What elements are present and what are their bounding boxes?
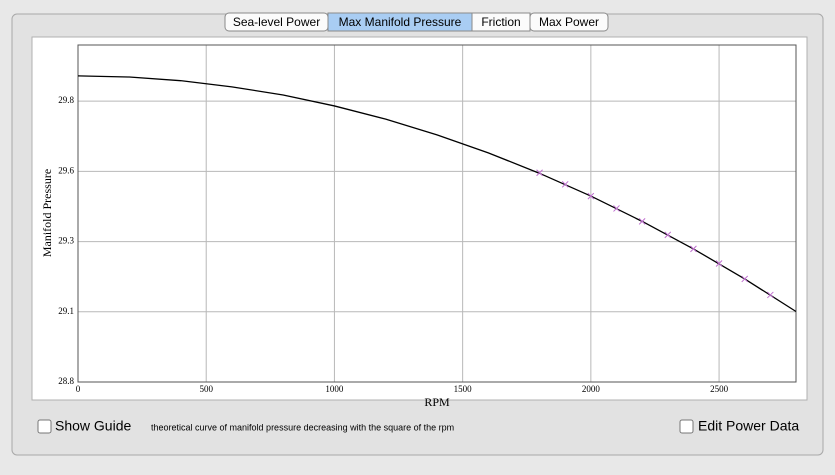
y-axis-label: Manifold Pressure — [40, 169, 54, 257]
tab-label[interactable]: Max Power — [539, 15, 599, 29]
x-tick-label: 2000 — [582, 384, 601, 394]
point-marker — [561, 180, 569, 188]
x-tick-label: 2500 — [710, 384, 729, 394]
point-marker — [767, 291, 774, 299]
y-tick-label: 28.8 — [58, 376, 74, 386]
tab-bar: Sea-level Power Max Manifold Pressure Fric… — [224, 12, 609, 32]
x-tick-label: 500 — [199, 384, 213, 394]
checkbox[interactable] — [37, 419, 52, 434]
checkbox[interactable] — [679, 419, 694, 434]
point-marker — [664, 231, 672, 239]
y-tick-label: 29.3 — [58, 236, 74, 246]
tab-label[interactable]: Max Manifold Pressure — [339, 15, 462, 29]
caption: theoretical curve of manifold pressure d… — [151, 422, 454, 432]
curve — [77, 75, 797, 313]
point-marker — [741, 275, 749, 283]
x-tick-label: 0 — [76, 384, 81, 394]
point-marker — [690, 245, 697, 253]
tab-label[interactable]: Friction — [481, 15, 520, 29]
y-tick-label: 29.8 — [58, 95, 74, 105]
checkbox-label[interactable]: Show Guide — [55, 418, 131, 434]
point-marker — [587, 192, 595, 200]
chart-area — [31, 36, 808, 401]
x-axis-label: RPM — [424, 395, 450, 409]
plot: 0 500 1000 1500 2000 2500 28.8 29.1 29.3 29.6 29.8 — [58, 44, 797, 394]
point-marker — [613, 205, 620, 212]
point-marker — [638, 218, 646, 225]
tab-label[interactable]: Sea-level Power — [233, 15, 320, 29]
plot-frame — [77, 44, 797, 383]
point-marker — [536, 169, 543, 177]
x-tick-label: 1500 — [454, 384, 473, 394]
y-tick-label: 29.1 — [58, 306, 74, 316]
tab[interactable] — [529, 12, 609, 32]
y-tick-label: 29.6 — [58, 165, 74, 175]
checkbox-label[interactable]: Edit Power Data — [698, 418, 799, 434]
x-tick-label: 1000 — [325, 384, 344, 394]
point-marker — [715, 260, 723, 267]
